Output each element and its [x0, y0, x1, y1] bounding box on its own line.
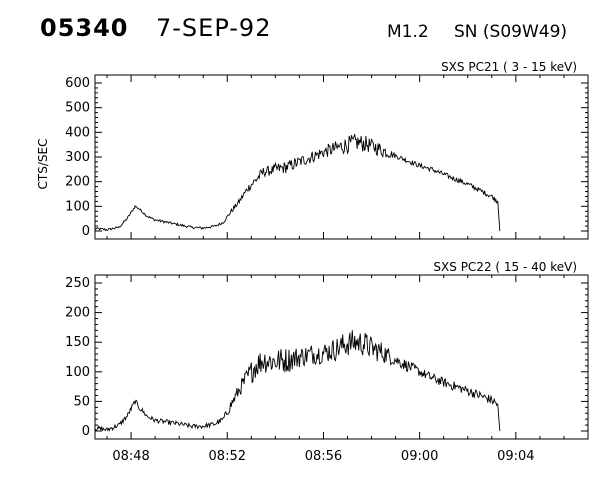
y-axis-label: CTS/SEC	[36, 139, 50, 190]
x-tick-label: 08:52	[209, 449, 246, 464]
y-tick-label: 150	[65, 335, 90, 350]
y-tick-label: 0	[82, 424, 90, 439]
y-tick-label: 400	[65, 125, 90, 140]
y-tick-label: 200	[65, 306, 90, 321]
y-tick-label: 600	[65, 76, 90, 91]
series-line-pc22	[94, 330, 501, 432]
panel-pc21: SXS PC21 ( 3 - 15 keV) CTS/SEC 0 100 200 30…	[36, 60, 589, 240]
flare-location: SN (S09W49)	[454, 22, 568, 42]
event-id: 05340	[40, 14, 129, 42]
y-tick-label: 250	[65, 276, 90, 291]
panel-title-pc21: SXS PC21 ( 3 - 15 keV)	[441, 60, 577, 74]
y-tick-label: 200	[65, 175, 90, 190]
panel-title-pc22: SXS PC22 ( 15 - 40 keV)	[433, 260, 577, 274]
x-tick-label: 09:04	[497, 449, 534, 464]
x-tick-label: 08:48	[112, 449, 149, 464]
y-tick-label: 0	[82, 224, 90, 239]
y-tick-label: 100	[65, 365, 90, 380]
y-tick-label: 300	[65, 150, 90, 165]
x-tick-label: 08:56	[305, 449, 342, 464]
x-tick-label: 09:00	[401, 449, 438, 464]
flare-class: M1.2	[387, 22, 429, 42]
y-tick-label: 50	[73, 394, 90, 409]
plot-frame-pc21	[94, 74, 589, 240]
y-tick-label: 100	[65, 199, 90, 214]
y-tick-label: 500	[65, 101, 90, 116]
observation-date: 7-SEP-92	[156, 14, 272, 42]
series-line-pc21	[94, 133, 501, 232]
plot-frame-pc22	[94, 274, 589, 440]
panel-pc22: SXS PC22 ( 15 - 40 keV) 050100150200250 …	[65, 260, 589, 464]
